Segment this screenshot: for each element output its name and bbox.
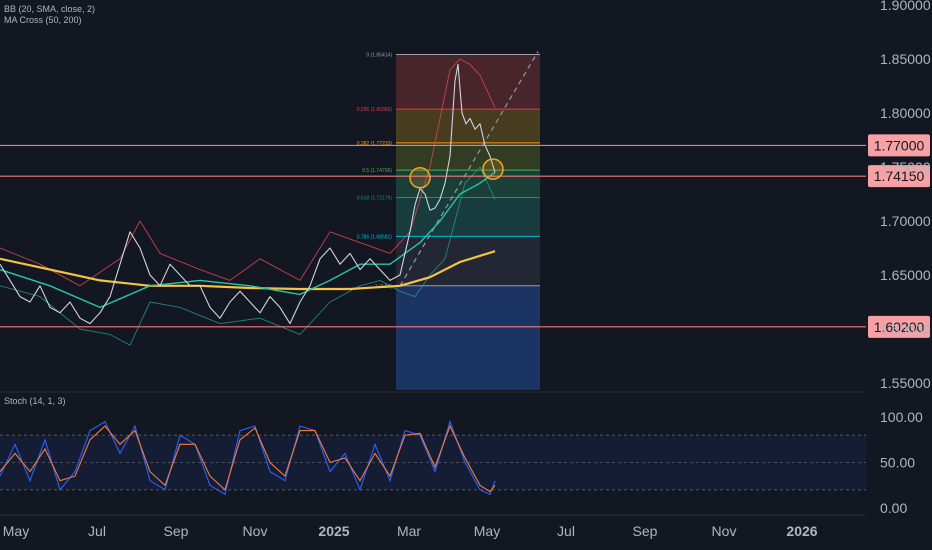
fib-level-label: 0.786 (1.68582) xyxy=(357,234,393,240)
price-axis[interactable]: 1.90000 1.85000 1.80000 1.75000 1.70000 1.650… xyxy=(880,0,931,391)
time-tick-label: May xyxy=(3,523,29,539)
price-tick-label: 1.80000 xyxy=(880,105,931,121)
price-tick-label: 1.70000 xyxy=(880,213,931,229)
series-bb-lower xyxy=(0,166,496,346)
price-tick-label: 1.75000 xyxy=(880,159,931,175)
stoch-line-d xyxy=(0,424,496,493)
highlight-circle xyxy=(409,167,431,189)
fib-zone-band xyxy=(396,236,540,286)
fib-level-label: 0.618 (1.72179) xyxy=(357,195,393,201)
stochastic-indicator-label[interactable]: Stoch (14, 1, 3) xyxy=(4,396,66,406)
price-tick-label: 1.90000 xyxy=(880,0,931,13)
stoch-tick-label: 50.00 xyxy=(880,455,915,471)
stochastic-pane xyxy=(0,419,866,496)
fib-level-label: 0 (1.85414) xyxy=(366,53,392,59)
time-tick-label: May xyxy=(474,523,500,539)
price-tick-label: 1.65000 xyxy=(880,267,931,283)
level-price-label: 1.74150 xyxy=(874,168,925,184)
bb-indicator-label[interactable]: BB (20, SMA, close, 2) xyxy=(4,4,96,14)
time-tick-label: 2026 xyxy=(786,523,817,539)
level-price-label: 1.77000 xyxy=(874,137,925,153)
stoch-tick-label: 0.00 xyxy=(880,500,907,516)
series-ma-200 xyxy=(0,250,496,291)
horizontal-levels[interactable]: 1.77000 1.74150 1.60200 xyxy=(0,134,930,338)
stochastic-axis: 100.00 50.00 0.00 xyxy=(880,409,923,516)
series-price xyxy=(0,63,496,325)
level-price-box xyxy=(868,165,930,188)
fib-zone-band xyxy=(396,109,540,143)
time-axis[interactable]: May Jul Sep Nov 2025 Mar May Jul Sep Nov 2026 xyxy=(0,514,866,539)
fib-zone-band xyxy=(396,170,540,198)
time-tick-label: Jul xyxy=(88,523,106,539)
time-tick-label: Nov xyxy=(243,523,268,539)
ma-cross-indicator-label[interactable]: MA Cross (50, 200) xyxy=(4,15,82,25)
time-tick-label: Sep xyxy=(164,523,189,539)
time-tick-label: Mar xyxy=(397,523,421,539)
fib-level-label: 0.5 (1.74706) xyxy=(362,168,392,174)
stoch-line-k xyxy=(0,419,496,496)
level-price-label: 1.60200 xyxy=(874,319,925,335)
highlight-circle xyxy=(482,158,504,180)
stoch-tick-label: 100.00 xyxy=(880,409,923,425)
time-tick-label: Nov xyxy=(712,523,737,539)
fibonacci-retracement[interactable]: 0 (1.85414) 0.236 (1.80360) 0.382 (1.77233… xyxy=(357,51,540,390)
fib-zone-band xyxy=(396,142,540,171)
fib-extension-zone xyxy=(396,285,540,390)
time-tick-label: 2025 xyxy=(318,523,349,539)
fib-level-label: 0.382 (1.77233) xyxy=(357,141,393,147)
price-tick-label: 1.55000 xyxy=(880,375,931,391)
time-tick-label: Sep xyxy=(633,523,658,539)
price-tick-label: 1.60000 xyxy=(880,321,931,337)
level-price-box xyxy=(868,134,930,157)
fib-zone-band xyxy=(396,197,540,237)
fib-zone-band xyxy=(396,54,540,110)
level-price-box xyxy=(868,315,930,338)
time-tick-label: Jul xyxy=(557,523,575,539)
price-series xyxy=(0,58,496,346)
series-ma-50 xyxy=(0,171,496,309)
fib-level-label: 0.236 (1.80360) xyxy=(357,107,393,113)
highlight-circles xyxy=(409,158,504,189)
fib-trendline xyxy=(399,51,539,287)
price-tick-label: 1.85000 xyxy=(880,51,931,67)
